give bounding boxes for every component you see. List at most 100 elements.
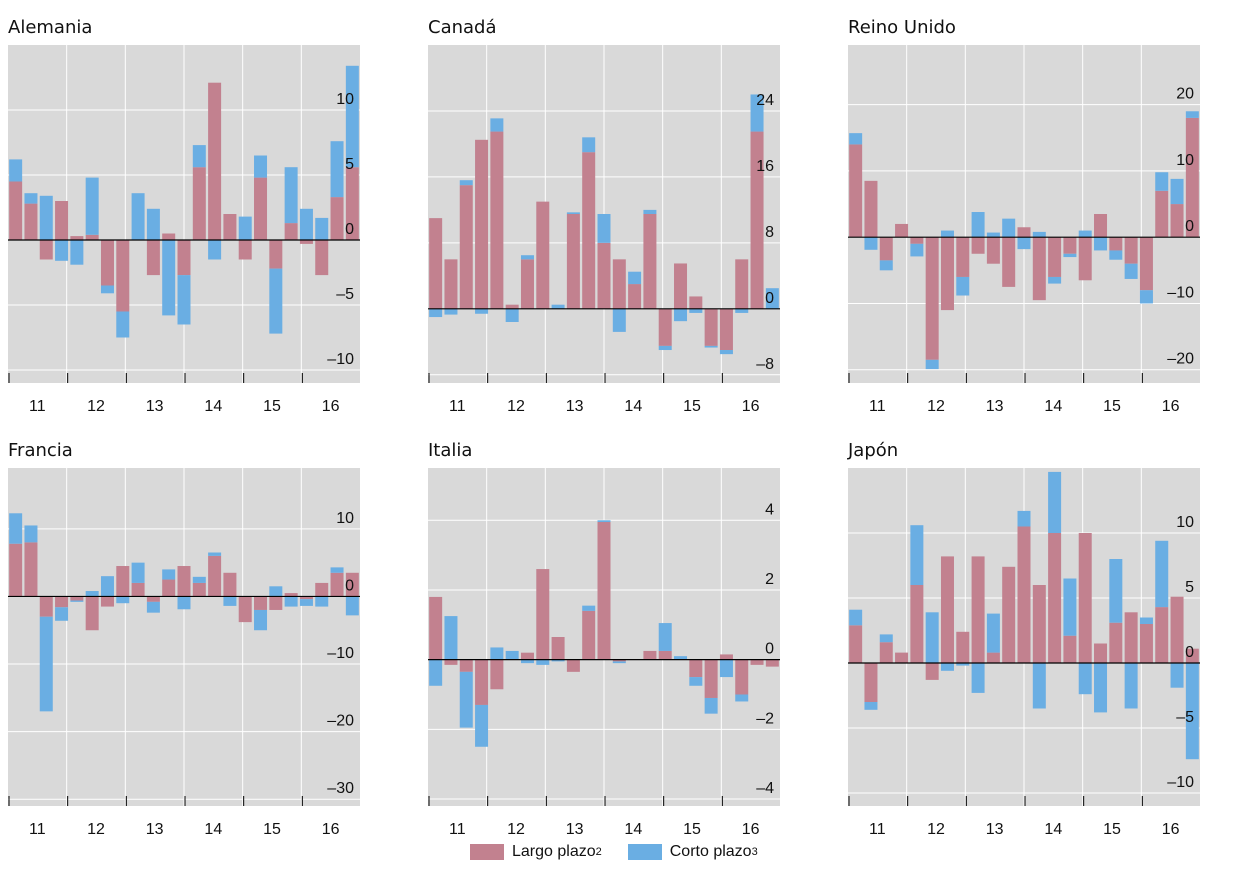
bar-short	[208, 552, 222, 556]
bar-long	[689, 296, 703, 309]
x-tick-label: 14	[204, 398, 222, 415]
bar-long	[1002, 237, 1016, 287]
x-tick-label: 15	[1103, 821, 1121, 838]
bar-long	[719, 654, 733, 660]
bar-long	[910, 237, 924, 244]
bar-long	[192, 582, 206, 597]
bar-short	[1170, 178, 1184, 205]
bar-short	[864, 237, 878, 250]
y-tick-label: 4	[765, 501, 774, 518]
bar-short	[284, 167, 298, 224]
bar-long	[628, 284, 642, 309]
bar-long	[1002, 566, 1016, 663]
bar-short	[551, 304, 565, 309]
bar-long	[269, 596, 283, 610]
bar-long	[254, 596, 268, 610]
bar-long	[1078, 237, 1092, 281]
bar-short	[490, 647, 504, 660]
bar-long	[986, 652, 1000, 663]
y-tick-label: 10	[336, 91, 354, 108]
bar-long	[330, 197, 344, 240]
bar-short	[582, 137, 596, 153]
bar-short	[39, 616, 53, 712]
bar-short	[9, 513, 23, 544]
bar-short	[208, 240, 222, 260]
bar-long	[971, 237, 985, 254]
bar-long	[551, 637, 565, 660]
bar-short	[444, 308, 458, 315]
bar-long	[1017, 227, 1031, 238]
bar-long	[9, 543, 23, 597]
x-tick-label: 11	[869, 821, 886, 838]
bar-long	[1063, 237, 1077, 254]
bar-long	[1078, 533, 1092, 663]
bar-long	[643, 650, 657, 660]
panel-title: Japón	[847, 440, 898, 461]
x-tick-label: 15	[683, 821, 701, 838]
bar-short	[1124, 263, 1138, 279]
x-tick-label: 14	[1044, 821, 1062, 838]
bar-long	[1048, 237, 1062, 277]
bar-long	[490, 659, 504, 690]
bar-long	[612, 259, 626, 309]
bar-long	[1094, 214, 1108, 238]
bar-short	[116, 596, 130, 604]
y-tick-label: 10	[336, 510, 354, 527]
bar-long	[85, 234, 99, 240]
bar-short	[238, 216, 252, 240]
bar-long	[238, 240, 252, 260]
bar-long	[1155, 190, 1169, 238]
bar-short	[284, 596, 298, 607]
legend-footnote-long: 2	[595, 846, 602, 858]
bar-short	[429, 659, 443, 686]
y-tick-label: –10	[327, 645, 354, 662]
panel-title: Alemania	[8, 17, 92, 38]
bar-long	[490, 131, 504, 309]
bar-long	[85, 596, 99, 631]
bar-long	[750, 131, 764, 309]
bar-short	[1063, 253, 1077, 258]
bar-long	[1109, 237, 1123, 251]
bar-short	[459, 180, 473, 186]
bar-short	[505, 650, 519, 660]
bar-long	[864, 663, 878, 702]
x-tick-label: 11	[449, 821, 466, 838]
bar-long	[1155, 607, 1169, 663]
bar-short	[116, 311, 130, 338]
bar-long	[24, 542, 38, 597]
bar-long	[444, 259, 458, 309]
bar-short	[864, 702, 878, 710]
y-tick-label: –4	[756, 780, 774, 797]
x-tick-label: 15	[1103, 398, 1121, 415]
bar-short	[223, 596, 237, 606]
bar-long	[971, 556, 985, 663]
bar-long	[39, 240, 53, 260]
bar-short	[689, 308, 703, 313]
bar-short	[566, 212, 580, 214]
bar-long	[299, 240, 313, 244]
x-tick-label: 15	[263, 821, 281, 838]
y-tick-label: –20	[327, 713, 354, 730]
bar-long	[1109, 622, 1123, 663]
bar-long	[879, 237, 893, 261]
x-tick-label: 14	[1044, 398, 1062, 415]
bar-short	[177, 275, 191, 325]
bar-short	[658, 345, 672, 351]
bar-short	[24, 525, 38, 543]
panel-title: Francia	[8, 440, 73, 461]
bar-long	[345, 167, 359, 240]
bar-short	[971, 212, 985, 238]
bar-long	[895, 652, 909, 663]
x-tick-label: 16	[322, 821, 340, 838]
bar-long	[1139, 624, 1153, 663]
bar-short	[1002, 218, 1016, 238]
y-tick-label: –5	[1176, 709, 1194, 726]
bar-short	[1185, 111, 1199, 118]
legend-footnote-short: 3	[751, 846, 758, 858]
bar-long	[582, 610, 596, 660]
x-tick-label: 13	[146, 821, 164, 838]
bar-short	[612, 308, 626, 332]
y-tick-label: –5	[336, 286, 354, 303]
bar-short	[1078, 230, 1092, 238]
panel-6: Japón 11 12 13 14 15 16 10 5 0 –5 –10	[847, 440, 1200, 838]
